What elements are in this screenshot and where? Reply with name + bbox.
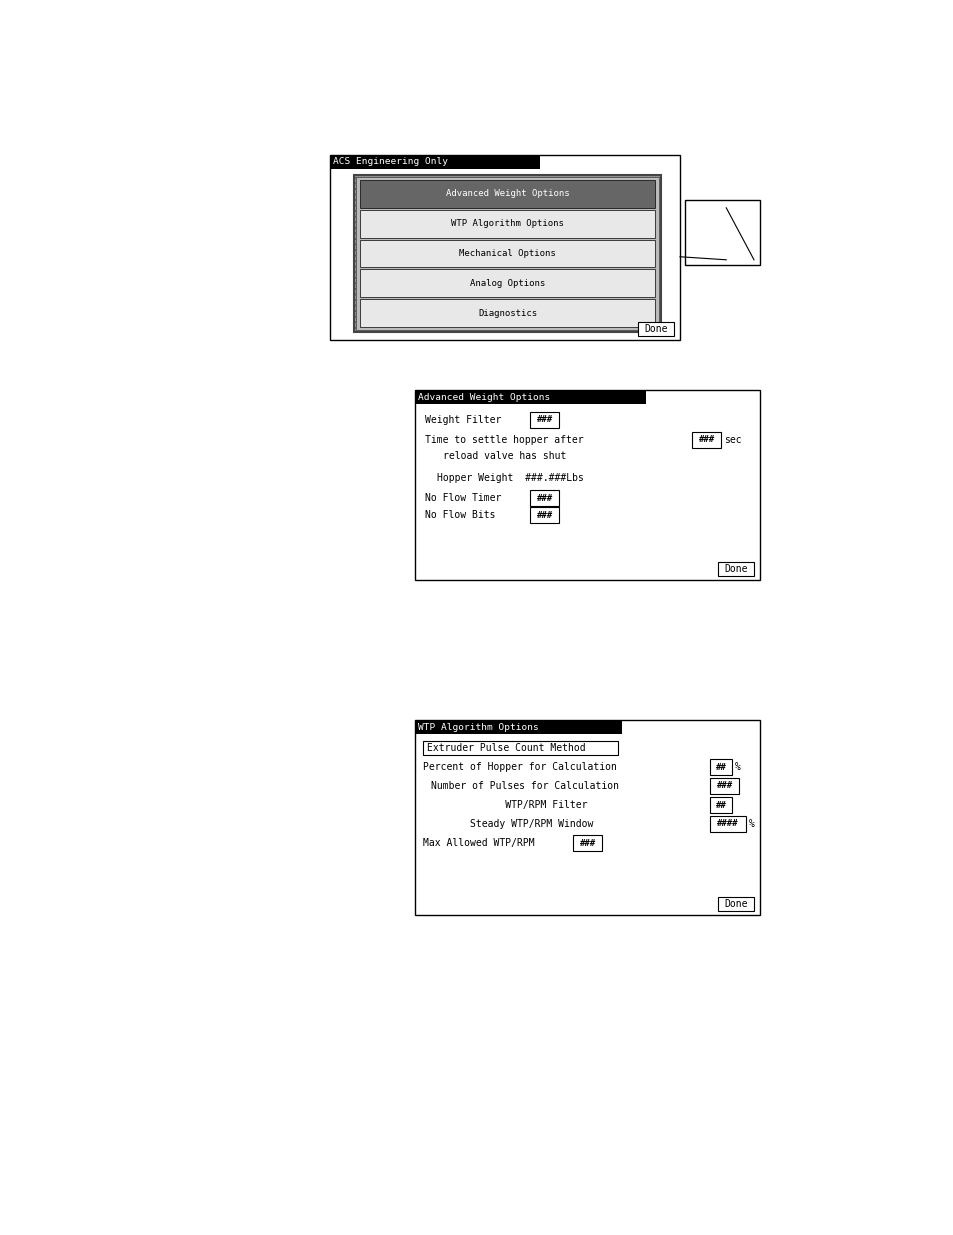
Text: %: % bbox=[734, 762, 740, 772]
Text: Analog Options: Analog Options bbox=[470, 279, 544, 288]
Bar bbox=[354, 175, 660, 332]
Bar bbox=[638, 322, 673, 336]
Text: Advanced Weight Options: Advanced Weight Options bbox=[445, 189, 569, 199]
Text: ###: ### bbox=[578, 839, 595, 847]
Text: No Flow Bits: No Flow Bits bbox=[424, 510, 495, 520]
Text: Extruder Pulse Count Method: Extruder Pulse Count Method bbox=[427, 743, 585, 753]
Text: WTP/RPM Filter: WTP/RPM Filter bbox=[422, 800, 587, 810]
Bar bbox=[330, 156, 679, 340]
Text: ###: ### bbox=[536, 510, 552, 520]
Text: WTP Algorithm Options: WTP Algorithm Options bbox=[417, 722, 538, 731]
Text: Advanced Weight Options: Advanced Weight Options bbox=[417, 393, 550, 401]
Text: Number of Pulses for Calculation: Number of Pulses for Calculation bbox=[431, 781, 618, 790]
Text: Percent of Hopper for Calculation: Percent of Hopper for Calculation bbox=[422, 762, 617, 772]
Bar bbox=[415, 390, 760, 580]
Text: %: % bbox=[748, 819, 755, 829]
Bar bbox=[359, 180, 655, 207]
Text: ###: ### bbox=[716, 782, 732, 790]
Bar bbox=[415, 390, 645, 404]
Text: No Flow Timer: No Flow Timer bbox=[424, 493, 501, 503]
Bar bbox=[415, 720, 621, 734]
Bar bbox=[709, 778, 739, 794]
Text: Done: Done bbox=[723, 899, 747, 909]
Text: Time to settle hopper after: Time to settle hopper after bbox=[424, 435, 583, 445]
Text: Done: Done bbox=[643, 324, 667, 333]
Text: ###: ### bbox=[536, 494, 552, 503]
Bar bbox=[709, 797, 731, 813]
Bar bbox=[415, 720, 760, 915]
Text: ##: ## bbox=[715, 800, 725, 809]
Text: Done: Done bbox=[723, 564, 747, 574]
Text: Steady WTP/RPM Window: Steady WTP/RPM Window bbox=[422, 819, 593, 829]
Text: ####: #### bbox=[717, 820, 739, 829]
Bar bbox=[684, 200, 760, 266]
Text: reload valve has shut: reload valve has shut bbox=[442, 451, 566, 461]
Bar bbox=[359, 269, 655, 298]
Text: Weight Filter: Weight Filter bbox=[424, 415, 501, 425]
Text: ###: ### bbox=[698, 436, 714, 445]
Text: ###: ### bbox=[536, 415, 552, 425]
Bar bbox=[330, 156, 539, 169]
Bar bbox=[422, 741, 618, 755]
Bar bbox=[718, 562, 753, 576]
Text: Diagnostics: Diagnostics bbox=[477, 309, 537, 317]
Bar bbox=[530, 490, 558, 506]
Bar bbox=[355, 177, 659, 330]
Bar bbox=[718, 897, 753, 911]
Bar bbox=[530, 412, 558, 429]
Bar bbox=[709, 816, 745, 832]
Text: Mechanical Options: Mechanical Options bbox=[458, 249, 556, 258]
Bar bbox=[709, 760, 731, 776]
Bar bbox=[530, 508, 558, 524]
Text: WTP Algorithm Options: WTP Algorithm Options bbox=[451, 219, 563, 228]
Bar bbox=[359, 210, 655, 237]
Bar bbox=[359, 299, 655, 327]
Text: sec: sec bbox=[723, 435, 740, 445]
Bar bbox=[691, 432, 720, 448]
Text: ##: ## bbox=[715, 762, 725, 772]
Text: Max Allowed WTP/RPM: Max Allowed WTP/RPM bbox=[422, 839, 534, 848]
Text: Hopper Weight  ###.###Lbs: Hopper Weight ###.###Lbs bbox=[436, 473, 583, 483]
Bar bbox=[359, 240, 655, 268]
Bar bbox=[573, 835, 601, 851]
Text: ACS Engineering Only: ACS Engineering Only bbox=[333, 158, 448, 167]
